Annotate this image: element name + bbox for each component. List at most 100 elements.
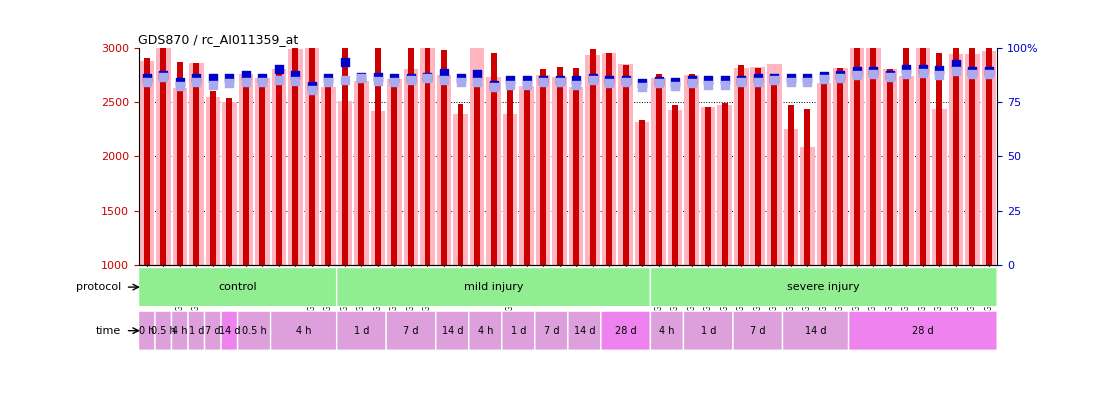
Point bbox=[848, 72, 865, 78]
Point bbox=[154, 74, 172, 80]
Bar bbox=[326, 84, 331, 265]
Bar bbox=[948, 54, 963, 265]
FancyBboxPatch shape bbox=[172, 311, 188, 350]
Bar bbox=[618, 64, 633, 265]
Text: 7 d: 7 d bbox=[544, 326, 560, 336]
FancyBboxPatch shape bbox=[849, 311, 997, 350]
Point bbox=[716, 77, 733, 83]
FancyBboxPatch shape bbox=[568, 311, 601, 350]
Bar bbox=[903, 41, 910, 265]
Point bbox=[551, 77, 568, 83]
Point bbox=[386, 75, 403, 81]
Bar bbox=[689, 74, 695, 265]
Bar bbox=[733, 68, 749, 265]
Bar bbox=[193, 63, 199, 265]
Bar bbox=[173, 88, 187, 265]
Point bbox=[237, 72, 255, 78]
Point bbox=[815, 76, 833, 82]
Point bbox=[864, 70, 882, 77]
Point bbox=[435, 69, 453, 76]
Text: time: time bbox=[96, 326, 122, 336]
Bar bbox=[986, 48, 992, 265]
Bar bbox=[936, 53, 943, 265]
Point bbox=[204, 75, 222, 81]
Point bbox=[187, 79, 205, 86]
Bar bbox=[767, 64, 781, 265]
Point bbox=[914, 66, 932, 72]
Bar bbox=[424, 44, 430, 265]
Bar bbox=[718, 105, 732, 265]
Point bbox=[881, 72, 899, 78]
Bar bbox=[804, 109, 810, 265]
FancyBboxPatch shape bbox=[337, 268, 650, 307]
Bar bbox=[652, 78, 666, 265]
Point bbox=[947, 68, 965, 74]
Text: 14 d: 14 d bbox=[441, 326, 463, 336]
Point bbox=[766, 77, 783, 83]
Bar bbox=[342, 0, 348, 265]
Point bbox=[287, 78, 305, 84]
Point bbox=[732, 79, 750, 86]
Bar bbox=[536, 75, 551, 265]
Bar bbox=[886, 69, 893, 265]
Bar bbox=[458, 104, 463, 265]
Point bbox=[484, 84, 502, 90]
Point bbox=[749, 79, 767, 86]
Point bbox=[649, 80, 667, 87]
Bar bbox=[309, 46, 315, 265]
Point bbox=[402, 75, 420, 81]
Bar bbox=[305, 46, 319, 265]
Text: 28 d: 28 d bbox=[912, 326, 934, 336]
FancyBboxPatch shape bbox=[435, 311, 469, 350]
Bar bbox=[833, 68, 848, 265]
Text: 28 d: 28 d bbox=[615, 326, 636, 336]
Bar bbox=[359, 82, 365, 265]
Point bbox=[319, 79, 337, 86]
FancyBboxPatch shape bbox=[155, 311, 172, 350]
Point bbox=[782, 75, 800, 81]
Point bbox=[981, 70, 998, 77]
Text: 14 d: 14 d bbox=[218, 326, 240, 336]
Bar bbox=[606, 53, 612, 265]
Bar bbox=[238, 74, 253, 265]
Bar bbox=[573, 68, 579, 265]
Point bbox=[517, 81, 535, 88]
Bar bbox=[821, 80, 827, 265]
Bar bbox=[144, 58, 150, 265]
Point bbox=[699, 81, 717, 88]
Text: 4 h: 4 h bbox=[172, 326, 187, 336]
Point bbox=[634, 84, 652, 90]
Text: 0.5 h: 0.5 h bbox=[242, 326, 266, 336]
Text: 1 d: 1 d bbox=[511, 326, 526, 336]
Point bbox=[204, 81, 222, 88]
FancyBboxPatch shape bbox=[601, 311, 650, 350]
Text: 1 d: 1 d bbox=[700, 326, 716, 336]
Point bbox=[469, 70, 486, 77]
Bar bbox=[556, 67, 563, 265]
Bar bbox=[970, 34, 975, 265]
Text: 4 h: 4 h bbox=[296, 326, 311, 336]
FancyBboxPatch shape bbox=[270, 311, 337, 350]
Point bbox=[815, 72, 833, 79]
Bar bbox=[854, 29, 860, 265]
Point bbox=[716, 81, 733, 88]
Bar bbox=[685, 75, 699, 265]
Point bbox=[154, 72, 172, 78]
Bar bbox=[437, 75, 451, 265]
Bar bbox=[259, 78, 265, 265]
Bar bbox=[507, 82, 513, 265]
Point bbox=[601, 77, 618, 83]
Bar bbox=[920, 30, 926, 265]
Point bbox=[617, 77, 635, 83]
FancyBboxPatch shape bbox=[650, 311, 684, 350]
Bar bbox=[453, 114, 468, 265]
Point bbox=[649, 78, 667, 84]
Bar bbox=[375, 15, 381, 265]
FancyBboxPatch shape bbox=[782, 311, 849, 350]
Text: severe injury: severe injury bbox=[788, 282, 860, 292]
Bar bbox=[899, 76, 914, 265]
Bar bbox=[915, 36, 930, 265]
Bar bbox=[470, 0, 484, 265]
Bar bbox=[668, 110, 683, 265]
Text: protocol: protocol bbox=[76, 282, 122, 292]
